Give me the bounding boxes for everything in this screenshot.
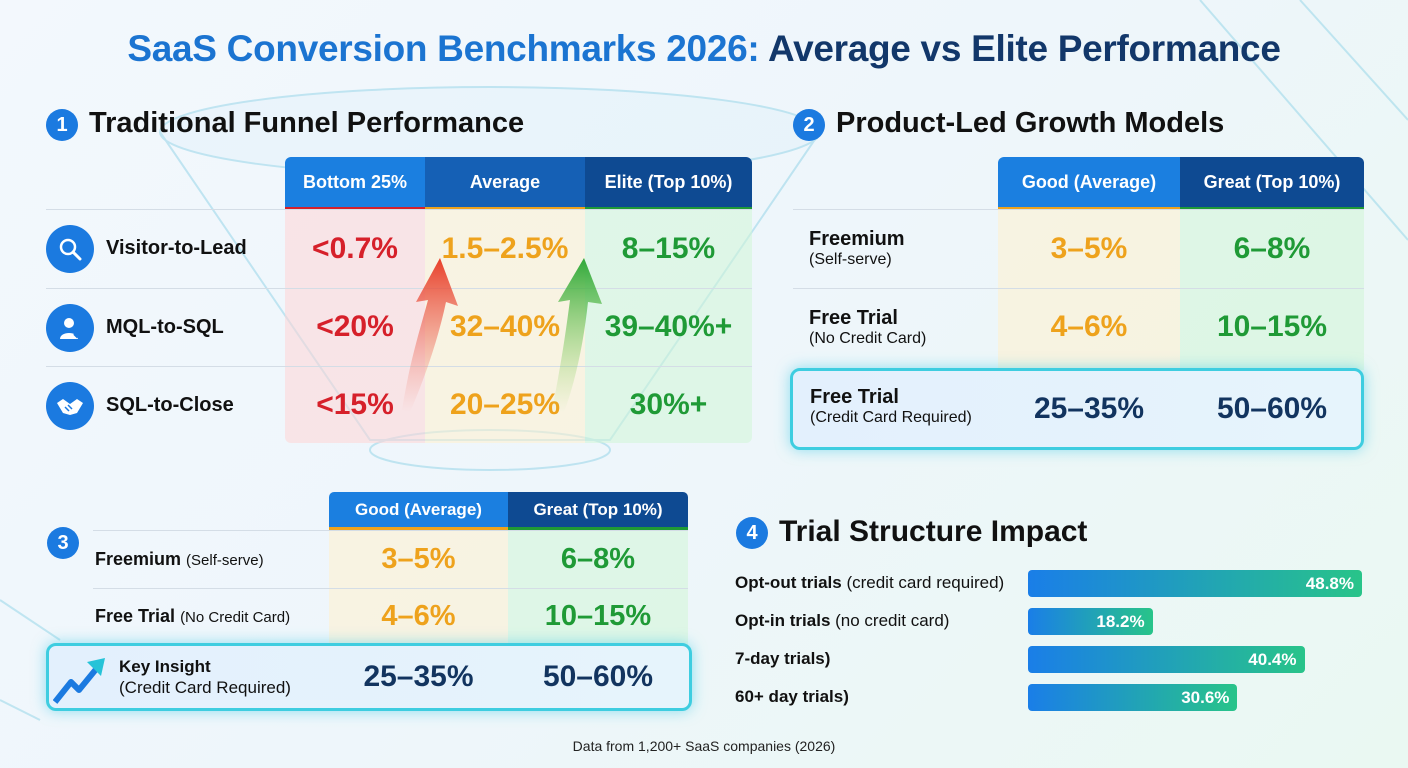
user-check-icon <box>46 304 94 352</box>
value-mql-bottom: <20% <box>316 310 394 343</box>
bar: 40.4% <box>1028 646 1305 673</box>
key-insight-row: Key Insight (Credit Card Required) 25–35%… <box>46 643 692 711</box>
row-label-visitor-to-lead: Visitor-to-Lead <box>106 237 247 259</box>
handshake-icon <box>46 382 94 430</box>
bar-value-label: 40.4% <box>1248 649 1297 669</box>
divider <box>793 288 1364 289</box>
row-label-freemium: Freemium (Self-serve) <box>809 228 905 268</box>
footer-source-note: Data from 1,200+ SaaS companies (2026) <box>572 738 836 754</box>
value-free-trial-good: 4–6% <box>381 600 456 632</box>
bar: 30.6% <box>1028 684 1238 711</box>
bar-value-label: 30.6% <box>1181 687 1230 707</box>
value-freemium-good: 3–5% <box>1050 232 1128 265</box>
bar-value-label: 48.8% <box>1305 573 1354 593</box>
great-column-bg <box>508 530 688 645</box>
bar: 18.2% <box>1028 608 1153 635</box>
key-insight-sublabel: (Credit Card Required) <box>119 678 291 697</box>
value-free-trial-good: 4–6% <box>1050 310 1128 343</box>
value-freemium-good: 3–5% <box>381 542 456 575</box>
good-column-bg <box>998 210 1180 370</box>
value-freemium-great: 6–8% <box>1233 232 1311 265</box>
value-visitor-elite: 8–15% <box>621 232 716 265</box>
value-visitor-average: 1.5–2.5% <box>441 232 569 265</box>
section-4-number-badge: 4 <box>736 517 768 549</box>
divider <box>46 209 752 210</box>
good-column-bg <box>329 530 508 645</box>
value-visitor-bottom: <0.7% <box>312 232 398 265</box>
divider <box>46 288 752 289</box>
bar-value-label: 18.2% <box>1096 611 1145 631</box>
highlight-row-credit-card: Free Trial (Credit Card Required) 25–35% … <box>790 368 1364 450</box>
bar-category-label: Opt-out trials (credit card required) <box>735 573 1005 592</box>
column-header-average: Average <box>425 157 585 210</box>
divider <box>793 209 1364 210</box>
growth-arrows-graphic <box>402 258 602 412</box>
column-header-bottom-25: Bottom 25% <box>285 157 425 210</box>
section-2-heading: Product-Led Growth Models <box>836 107 1225 139</box>
value-sql-average: 20–25% <box>449 388 561 421</box>
bar-category-label: 60+ day trials) <box>735 687 849 706</box>
value-sql-elite: 30%+ <box>629 388 708 421</box>
value-free-trial-great: 10–15% <box>544 600 652 632</box>
section-2-number-badge: 2 <box>793 109 825 141</box>
value-free-trial-great: 10–15% <box>1216 310 1328 343</box>
bottom-column-bg <box>285 210 425 443</box>
search-icon <box>46 225 94 273</box>
section-1-number-badge: 1 <box>46 109 78 141</box>
bar-category-label: Opt-in trials (no credit card) <box>735 611 950 630</box>
row-label-free-trial: Free Trial (No Credit Card) <box>95 606 291 626</box>
value-highlight-great: 50–60% <box>1216 392 1328 425</box>
column-header-good: Good (Average) <box>329 492 508 530</box>
bar: 48.8% <box>1028 570 1362 597</box>
key-insight-label: Key Insight <box>119 657 211 676</box>
value-sql-bottom: <15% <box>316 388 394 421</box>
bar-category-label: 7-day trials) <box>735 649 831 668</box>
value-key-insight-great: 50–60% <box>542 660 654 693</box>
row-label-free-trial: Free Trial (No Credit Card) <box>809 307 927 347</box>
great-column-bg <box>1180 210 1364 370</box>
column-header-great: Great (Top 10%) <box>1180 157 1364 210</box>
chart-title: Trial Structure Impact <box>779 515 1088 548</box>
divider <box>46 366 752 367</box>
elite-column-bg <box>585 210 752 443</box>
divider <box>93 588 688 589</box>
value-key-insight-good: 25–35% <box>363 660 474 693</box>
column-header-great: Great (Top 10%) <box>508 492 688 530</box>
row-label-mql-to-sql: MQL-to-SQL <box>106 316 224 338</box>
trend-up-icon <box>53 658 105 704</box>
page-title: SaaS Conversion Benchmarks 2026: Average… <box>127 28 1281 69</box>
column-header-elite: Elite (Top 10%) <box>585 157 752 210</box>
column-header-good: Good (Average) <box>998 157 1180 210</box>
value-mql-elite: 39–40%+ <box>604 310 733 343</box>
row-label-freemium: Freemium (Self-serve) <box>95 549 264 569</box>
value-freemium-great: 6–8% <box>560 542 636 575</box>
section-1-heading: Traditional Funnel Performance <box>89 107 525 139</box>
row-label-sql-to-close: SQL-to-Close <box>106 394 234 416</box>
section-3-number-badge: 3 <box>47 527 79 559</box>
divider <box>93 530 688 531</box>
value-highlight-good: 25–35% <box>1033 392 1145 425</box>
value-mql-average: 32–40% <box>449 310 561 343</box>
